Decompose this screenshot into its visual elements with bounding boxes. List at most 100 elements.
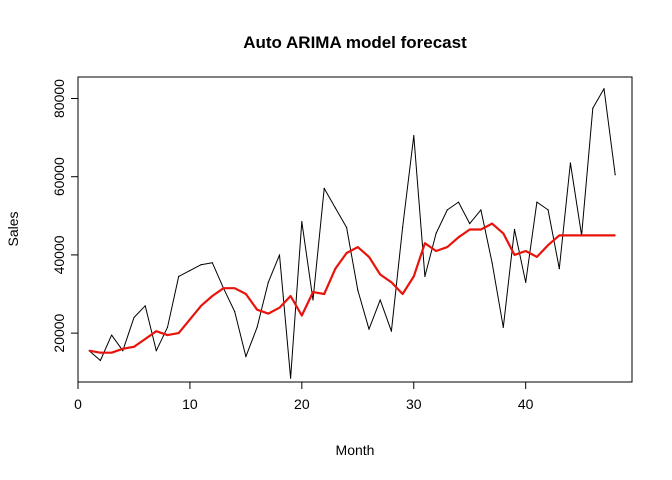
x-tick-label: 10	[182, 396, 198, 412]
data-point	[457, 236, 460, 238]
data-point	[166, 326, 169, 328]
data-point	[536, 256, 538, 258]
data-point	[513, 228, 516, 231]
data-point	[256, 309, 258, 311]
data-point	[301, 314, 303, 317]
data-point	[357, 289, 359, 291]
data-point	[133, 346, 135, 348]
data-point	[379, 299, 381, 301]
data-point	[469, 223, 471, 225]
data-point	[502, 232, 504, 234]
data-point	[480, 228, 482, 231]
data-point	[547, 244, 549, 246]
data-point	[133, 316, 135, 319]
data-point	[368, 328, 370, 330]
data-point	[491, 262, 493, 264]
data-point	[234, 287, 236, 289]
data-point	[323, 187, 325, 189]
series-layer	[88, 88, 616, 379]
data-point	[346, 252, 348, 254]
data-point	[402, 293, 404, 295]
data-point	[614, 234, 616, 236]
data-point	[457, 201, 460, 203]
data-point	[502, 326, 504, 328]
data-point	[603, 234, 605, 236]
x-tick-label: 30	[406, 396, 422, 412]
data-point	[122, 350, 124, 352]
data-point	[569, 162, 572, 164]
y-tick-label: 40000	[51, 235, 67, 274]
data-point	[581, 234, 583, 236]
data-point	[245, 356, 247, 358]
data-point	[200, 305, 202, 307]
data-point	[558, 234, 560, 236]
series-line-1	[88, 88, 616, 379]
data-point	[569, 234, 572, 236]
data-point	[614, 174, 616, 176]
data-point	[368, 256, 370, 258]
data-point	[222, 287, 225, 289]
data-point	[525, 281, 527, 283]
data-point	[547, 209, 549, 211]
data-point	[323, 293, 325, 295]
data-point	[558, 268, 560, 270]
data-point	[334, 268, 336, 270]
data-point	[480, 209, 482, 211]
data-point	[402, 226, 404, 229]
data-point	[525, 250, 527, 252]
data-point	[211, 262, 213, 264]
data-point	[603, 88, 605, 90]
data-point	[99, 359, 101, 362]
data-point	[469, 228, 471, 231]
data-point	[178, 332, 180, 334]
data-point	[312, 299, 314, 301]
y-tick-label: 20000	[51, 313, 67, 352]
data-point	[256, 326, 258, 328]
data-point	[390, 281, 392, 283]
chart-title: Auto ARIMA model forecast	[243, 33, 467, 52]
data-point	[155, 330, 157, 332]
data-point	[435, 232, 437, 234]
data-point	[278, 307, 281, 309]
data-point	[413, 135, 415, 137]
data-point	[379, 273, 381, 276]
x-tick-label: 0	[74, 396, 82, 412]
data-point	[592, 234, 594, 236]
y-tick-label: 80000	[51, 79, 67, 118]
data-point	[111, 352, 113, 354]
data-point	[245, 293, 247, 295]
data-point	[290, 295, 292, 297]
x-tick-label: 40	[518, 396, 534, 412]
data-point	[513, 254, 516, 256]
data-point	[357, 246, 359, 248]
data-point	[166, 334, 169, 336]
data-point	[178, 275, 180, 277]
data-point	[346, 226, 348, 229]
data-point	[424, 275, 426, 277]
series-line-2	[89, 222, 616, 354]
data-point	[122, 348, 124, 350]
data-point	[189, 318, 191, 320]
data-point	[312, 291, 314, 293]
data-point	[211, 295, 213, 297]
data-point	[446, 246, 448, 248]
y-tick-label: 60000	[51, 157, 67, 196]
data-point	[234, 311, 236, 313]
data-point	[435, 250, 437, 252]
data-point	[334, 207, 336, 209]
data-point	[144, 305, 146, 307]
x-tick-label: 20	[294, 396, 310, 412]
data-point	[278, 254, 281, 256]
data-point	[88, 350, 90, 352]
x-axis-label: Month	[336, 442, 375, 458]
data-point	[189, 270, 191, 272]
data-point	[592, 107, 594, 109]
data-point	[200, 264, 202, 266]
data-point	[413, 275, 415, 277]
y-axis-label: Sales	[5, 211, 21, 246]
data-point	[446, 209, 448, 211]
data-point	[390, 330, 392, 332]
y-axis: 20000 40000 60000 80000	[51, 79, 79, 353]
data-point	[111, 334, 113, 336]
